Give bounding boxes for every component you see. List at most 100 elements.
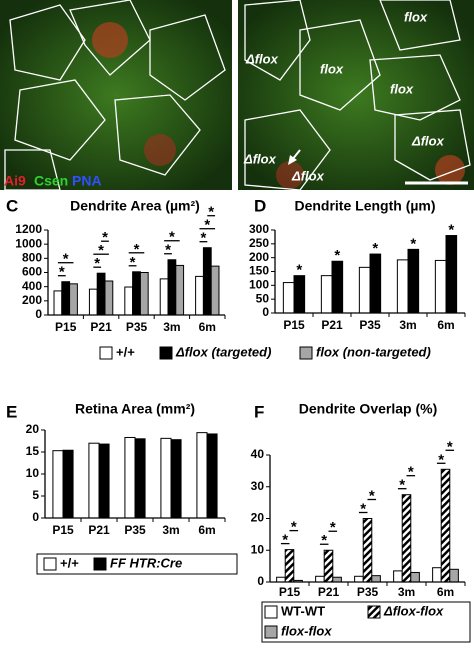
- bar: [88, 442, 100, 519]
- x-tick-label: P21: [90, 320, 112, 334]
- significance-star: *: [169, 229, 175, 246]
- image-label: Δflox: [291, 168, 325, 183]
- y-tick-label: 20: [26, 422, 40, 436]
- significance-star: *: [321, 532, 327, 549]
- y-tick-label: 800: [22, 251, 42, 265]
- y-tick-label: 250: [249, 236, 269, 250]
- y-tick-label: 600: [22, 265, 42, 279]
- bar: [354, 575, 364, 583]
- chart-title: Dendrite Length (µm): [294, 198, 435, 214]
- x-tick-label: P35: [126, 320, 148, 334]
- image-label: Δflox: [245, 51, 279, 66]
- panel-label: D: [254, 196, 266, 215]
- chart-title: Retina Area (mm²): [75, 401, 195, 417]
- significance-star: *: [291, 519, 297, 536]
- image-label: flox: [320, 61, 344, 76]
- significance-star: *: [334, 247, 340, 264]
- bar: [210, 265, 220, 316]
- significance-star: *: [447, 438, 453, 455]
- y-tick-label: 200: [249, 250, 269, 264]
- legend-label: +/+: [116, 344, 135, 359]
- significance-star: *: [102, 229, 108, 246]
- x-tick-label: 6m: [199, 320, 216, 334]
- legend-box: [36, 553, 238, 575]
- y-tick-label: 1000: [15, 236, 42, 250]
- panel-label: F: [254, 402, 264, 421]
- y-tick-label: 150: [249, 264, 269, 278]
- y-tick-label: 0: [257, 574, 264, 588]
- micrograph-right: [238, 0, 474, 191]
- bar: [132, 271, 141, 316]
- x-tick-label: 6m: [437, 585, 454, 599]
- significance-star: *: [59, 264, 65, 281]
- x-tick-label: P21: [321, 318, 343, 332]
- bar: [371, 575, 381, 583]
- image-label: Csen: [34, 173, 68, 189]
- significance-star: *: [98, 242, 104, 259]
- x-tick-label: P15: [52, 523, 74, 537]
- legend-swatch: [159, 346, 173, 360]
- bar-chart: Retina Area (mm²) E 0 5 10 15 20 P15 P21 P35 3m 6m +…: [6, 401, 238, 575]
- y-tick-label: 1200: [15, 222, 42, 236]
- bar: [369, 253, 382, 314]
- x-tick-label: P15: [283, 318, 305, 332]
- significance-star: *: [94, 255, 100, 272]
- bar-chart: Dendrite Area (µm²)C02004006008001000120…: [6, 196, 431, 360]
- bar: [293, 275, 306, 314]
- significance-star: *: [208, 204, 214, 221]
- y-tick-label: 200: [22, 293, 42, 307]
- bar: [315, 575, 325, 583]
- y-tick-label: 0: [35, 307, 42, 321]
- y-tick-label: 10: [251, 542, 265, 556]
- significance-star: *: [438, 451, 444, 468]
- x-tick-label: 3m: [398, 585, 415, 599]
- bar: [124, 436, 136, 519]
- bar: [124, 286, 134, 316]
- bar: [96, 272, 106, 316]
- bar: [410, 571, 420, 583]
- bar: [104, 280, 114, 316]
- y-tick-label: 10: [26, 466, 40, 480]
- bar: [320, 275, 333, 314]
- significance-star: *: [200, 230, 206, 247]
- bar: [175, 264, 185, 316]
- significance-star: *: [408, 464, 414, 481]
- x-tick-label: 6m: [198, 523, 215, 537]
- y-tick-label: 50: [256, 291, 270, 305]
- significance-star: *: [360, 500, 366, 517]
- bar: [52, 450, 64, 519]
- bar: [53, 290, 63, 316]
- significance-star: *: [369, 487, 375, 504]
- legend-swatch: [367, 605, 381, 619]
- bar: [61, 281, 71, 316]
- bar: [62, 449, 74, 519]
- legend-swatch: [264, 625, 278, 639]
- legend-swatch: [299, 346, 313, 360]
- image-label: flox: [390, 81, 414, 96]
- bar: [434, 259, 447, 314]
- x-tick-label: P35: [124, 523, 146, 537]
- bar: [445, 235, 458, 314]
- image-label: flox: [404, 9, 428, 24]
- significance-star: *: [399, 477, 405, 494]
- significance-star: *: [282, 532, 288, 549]
- bar: [401, 494, 412, 583]
- bar: [331, 260, 344, 314]
- y-tick-label: 0: [262, 305, 269, 319]
- legend-label: WT-WT: [281, 603, 325, 618]
- significance-star: *: [204, 217, 210, 234]
- significance-star: *: [372, 240, 378, 257]
- legend-swatch: [43, 557, 57, 571]
- x-tick-label: P21: [318, 585, 340, 599]
- x-tick-label: P35: [357, 585, 379, 599]
- panel-label: C: [6, 196, 18, 215]
- bar: [332, 576, 342, 583]
- bar: [362, 518, 373, 583]
- bar: [139, 272, 149, 316]
- bar: [407, 248, 420, 314]
- significance-star: *: [134, 241, 140, 258]
- panel-label: E: [6, 402, 17, 421]
- bar: [440, 468, 451, 583]
